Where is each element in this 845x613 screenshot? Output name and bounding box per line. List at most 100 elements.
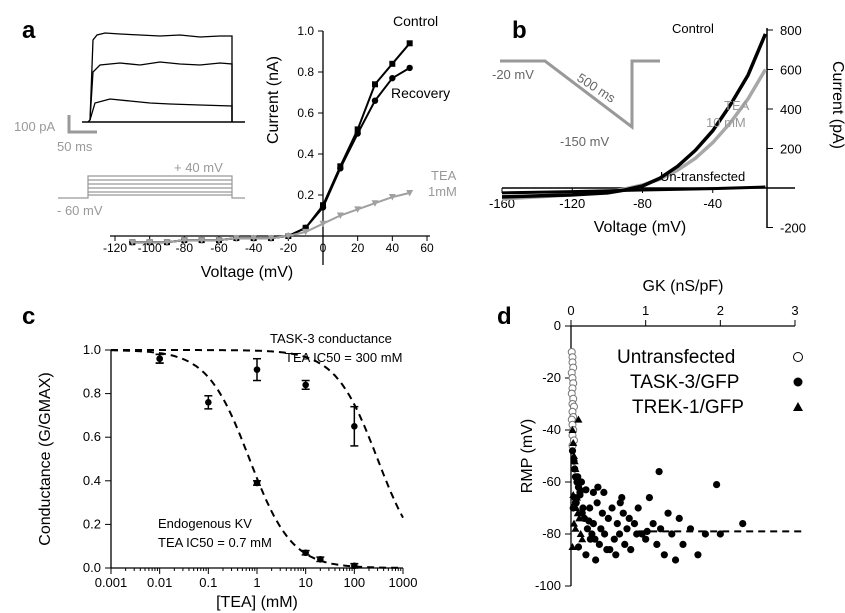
panel-d-point-task3 <box>610 535 618 543</box>
panel-b-legend-control: Control <box>672 21 714 36</box>
panel-c-fit-curve-1 <box>111 349 403 569</box>
panel-c-kv-label: Endogenous KV <box>158 516 252 531</box>
panel-a-point-tea <box>180 237 188 244</box>
panel-a-point-tea <box>163 239 171 246</box>
panel-b-series <box>501 33 768 201</box>
panel-a-legend-recovery: Recovery <box>391 85 450 101</box>
panel-d-point-task3 <box>583 525 592 533</box>
panel-d-point-task3 <box>664 509 672 517</box>
panel-c-y-tick-label: 0.2 <box>83 516 101 531</box>
panel-d-series <box>567 348 803 564</box>
panel-a-current-traces <box>82 32 245 123</box>
trace-40mv <box>87 32 233 123</box>
panel-a-point-tea <box>198 237 206 244</box>
panel-b-legend-untransfected: Un-transfected <box>660 169 745 184</box>
panel-d-point-task3 <box>582 486 590 494</box>
panel-d-y-tick-label: -40 <box>542 422 561 437</box>
panel-c-y-tick-label: 0.8 <box>83 386 101 401</box>
panel-d-point-task3 <box>608 504 616 512</box>
panel-a-time-scale: 50 ms <box>57 139 93 154</box>
panel-d-legend-trek1: TREK-1/GFP <box>632 397 744 418</box>
panel-a-point-recovery <box>337 165 344 172</box>
panel-c-point <box>253 366 261 373</box>
panel-a-point-tea <box>388 194 396 201</box>
panel-c-point <box>302 381 309 389</box>
panel-a-x-tick-label: 20 <box>351 241 365 255</box>
panel-c-point <box>317 555 324 563</box>
panel-a-x-tick-label: -120 <box>103 241 127 255</box>
panel-c-y-tick-label: 0.6 <box>83 429 101 444</box>
panel-b-y-tick-label: 400 <box>780 102 802 117</box>
panel-a-point-tea <box>354 206 362 213</box>
panel-d-point-trek1 <box>568 543 577 550</box>
panel-d-point-task3 <box>716 530 724 538</box>
panel-d-point-trek1 <box>570 457 579 465</box>
panel-c-x-tick-label: 0.001 <box>95 575 128 590</box>
panel-c-x-tick-label: 0.01 <box>147 575 172 590</box>
panel-c-point <box>351 423 358 430</box>
panel-a-point-control <box>389 60 396 67</box>
panel-d-point-task3 <box>621 540 629 549</box>
panel-b-x-tick-label: -120 <box>559 196 585 211</box>
panel-label-a: a <box>22 17 36 44</box>
panel-d-point-task3 <box>653 540 661 549</box>
panel-c-y-tick-label: 1.0 <box>83 342 101 357</box>
panel-a-point-tea <box>267 235 275 242</box>
panel-d-y-tick-label: -20 <box>542 370 561 385</box>
panel-d-point-task3 <box>604 514 612 523</box>
panel-d-point-task3 <box>576 488 584 496</box>
panel-d-point-task3 <box>582 551 590 559</box>
panel-b-x-tick-label: -40 <box>703 196 722 211</box>
panel-a-point-tea <box>250 235 258 242</box>
panel-d-point-trek1 <box>572 472 581 480</box>
panel-c-task3-ic50: TEA IC50 = 300 mM <box>285 350 402 365</box>
panel-b-line-control <box>501 33 768 199</box>
panel-c-x-tick-label: 1 <box>253 575 260 590</box>
panel-d-point-trek1 <box>576 530 585 537</box>
panel-d-point-task3 <box>593 499 601 507</box>
panel-a-point-recovery <box>371 97 379 104</box>
panel-d-legend-untransfected: Untransfected <box>617 347 735 368</box>
panel-d-legend-marker-untransfected <box>793 352 803 362</box>
panel-d-point-task3 <box>568 447 577 455</box>
panel-d-point-task3 <box>671 556 680 564</box>
panel-a-y-tick-label: 0.2 <box>297 188 314 202</box>
panel-d-point-task3 <box>679 540 687 549</box>
panel-d-point-task3 <box>627 546 635 554</box>
panel-d-point-task3 <box>668 530 676 538</box>
panel-a-point-recovery <box>354 130 361 137</box>
panel-d-point-task3 <box>642 535 650 543</box>
panel-d-point-trek1 <box>568 426 577 433</box>
panel-b-voltage-ramp <box>500 59 660 131</box>
panel-d-point-task3 <box>613 520 621 528</box>
panel-c-x-label: [TEA] (mM) <box>216 594 298 611</box>
panel-a-point-tea <box>371 200 379 207</box>
panel-d-point-task3 <box>713 481 721 489</box>
panel-d-point-task3 <box>630 520 639 528</box>
panel-d-point-trek1 <box>572 493 581 501</box>
panel-d-x-label: GK (nS/pF) <box>643 278 724 295</box>
panel-d-point-task3 <box>645 494 654 502</box>
panel-d-point-task3 <box>625 514 633 523</box>
panel-b-y-tick-label: 800 <box>780 23 802 38</box>
panel-d-point-task3 <box>574 543 583 551</box>
panel-d-point-task3 <box>649 520 657 528</box>
panel-a-x-tick-label: 0 <box>320 241 327 255</box>
panel-b-legend-tea-conc: 10 mM <box>706 115 746 130</box>
panel-c-x-ticks: 0.001 0.01 0.1 1 10 100 1000 <box>95 568 417 590</box>
panel-c: 0.001 0.01 0.1 1 10 100 1000 0.0 0.2 0.4 0.6 0.8 1.… <box>37 331 417 611</box>
panel-d-y-tick-label: 0 <box>554 318 561 333</box>
panel-c-point <box>205 399 212 406</box>
panel-a-y-tick-label: 0.6 <box>297 106 314 120</box>
panel-d-point-task3 <box>655 468 663 476</box>
panel-d-point-task3 <box>739 520 747 528</box>
panel-d-y-tick-label: -60 <box>542 474 561 489</box>
panel-b-y-tick-label: -200 <box>780 221 806 236</box>
panel-d: 0 1 2 3 0 -20 -40 -60 -80 -100 GK (nS/pF) RMP (m… <box>519 278 803 593</box>
panel-a-y-ticks: 0.2 0.4 0.6 0.8 1.0 <box>297 24 323 202</box>
panel-a-point-tea <box>215 237 223 244</box>
panel-d-point-task3 <box>694 551 702 559</box>
panel-a-point-recovery <box>319 204 327 211</box>
panel-d-legend-task3: TASK-3/GFP <box>630 372 739 393</box>
